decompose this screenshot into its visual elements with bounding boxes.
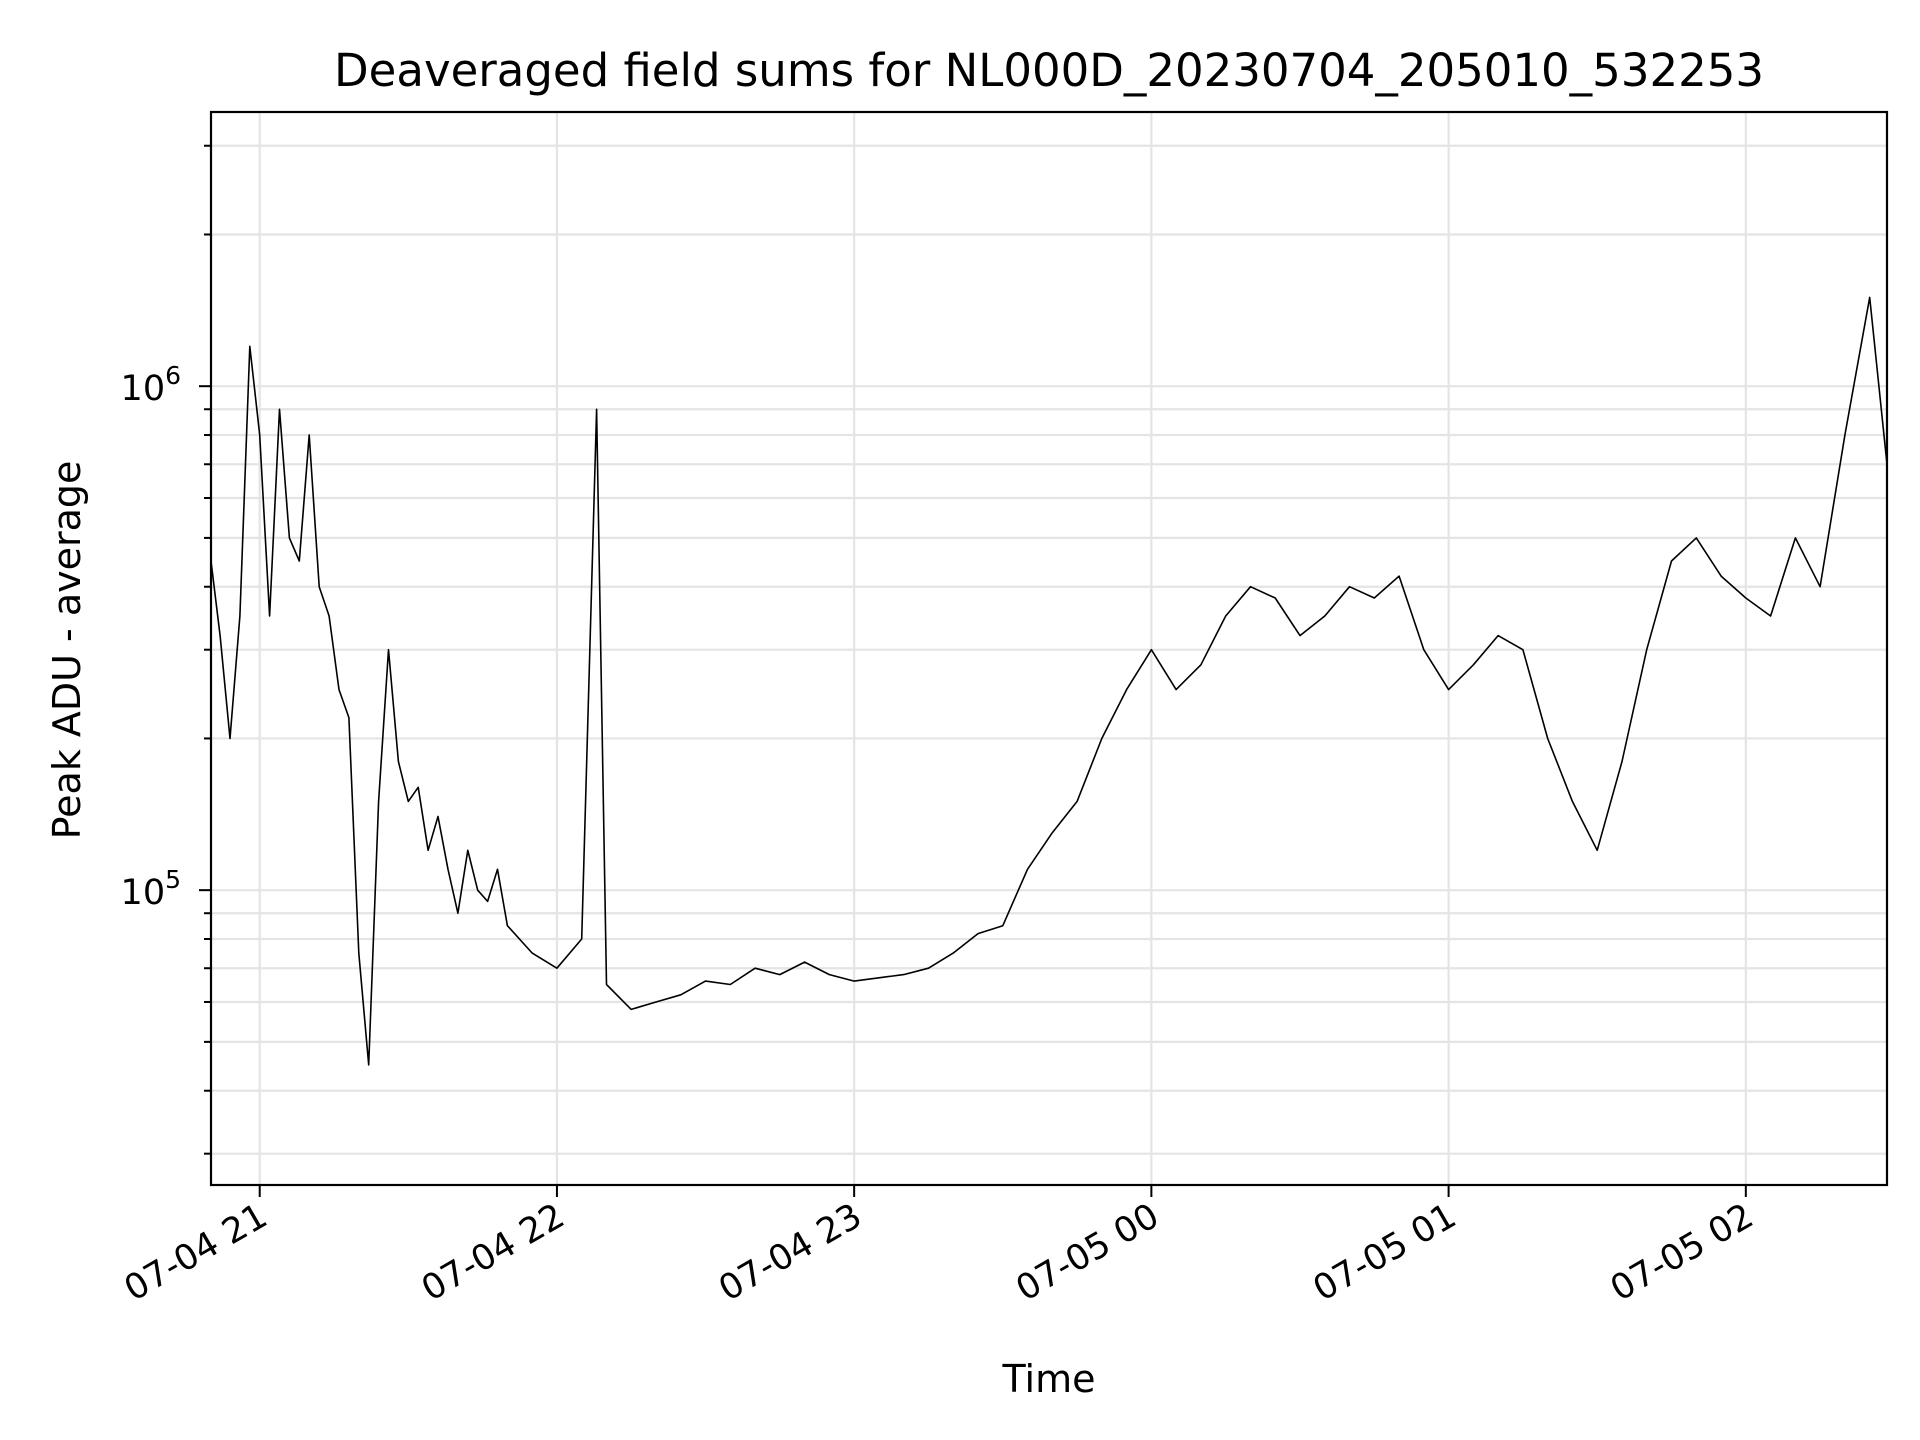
- series-layer: [210, 296, 1888, 1066]
- y-axis-label: Peak ADU - average: [45, 461, 89, 840]
- y-tick-label: 106: [121, 361, 181, 409]
- series-line-0: [210, 296, 1888, 1066]
- y-tick-label: 105: [121, 865, 181, 913]
- chart-title: Deaveraged field sums for NL000D_2023070…: [334, 44, 1764, 97]
- y-tick-base: 10: [121, 873, 166, 913]
- y-tick-base: 10: [121, 369, 166, 409]
- y-tick-exponent: 6: [165, 361, 181, 390]
- plot-frame: [209, 110, 1889, 1187]
- y-tick-exponent: 5: [165, 865, 181, 894]
- grid-layer: [211, 112, 1887, 1185]
- x-axis-label: Time: [1002, 1357, 1096, 1401]
